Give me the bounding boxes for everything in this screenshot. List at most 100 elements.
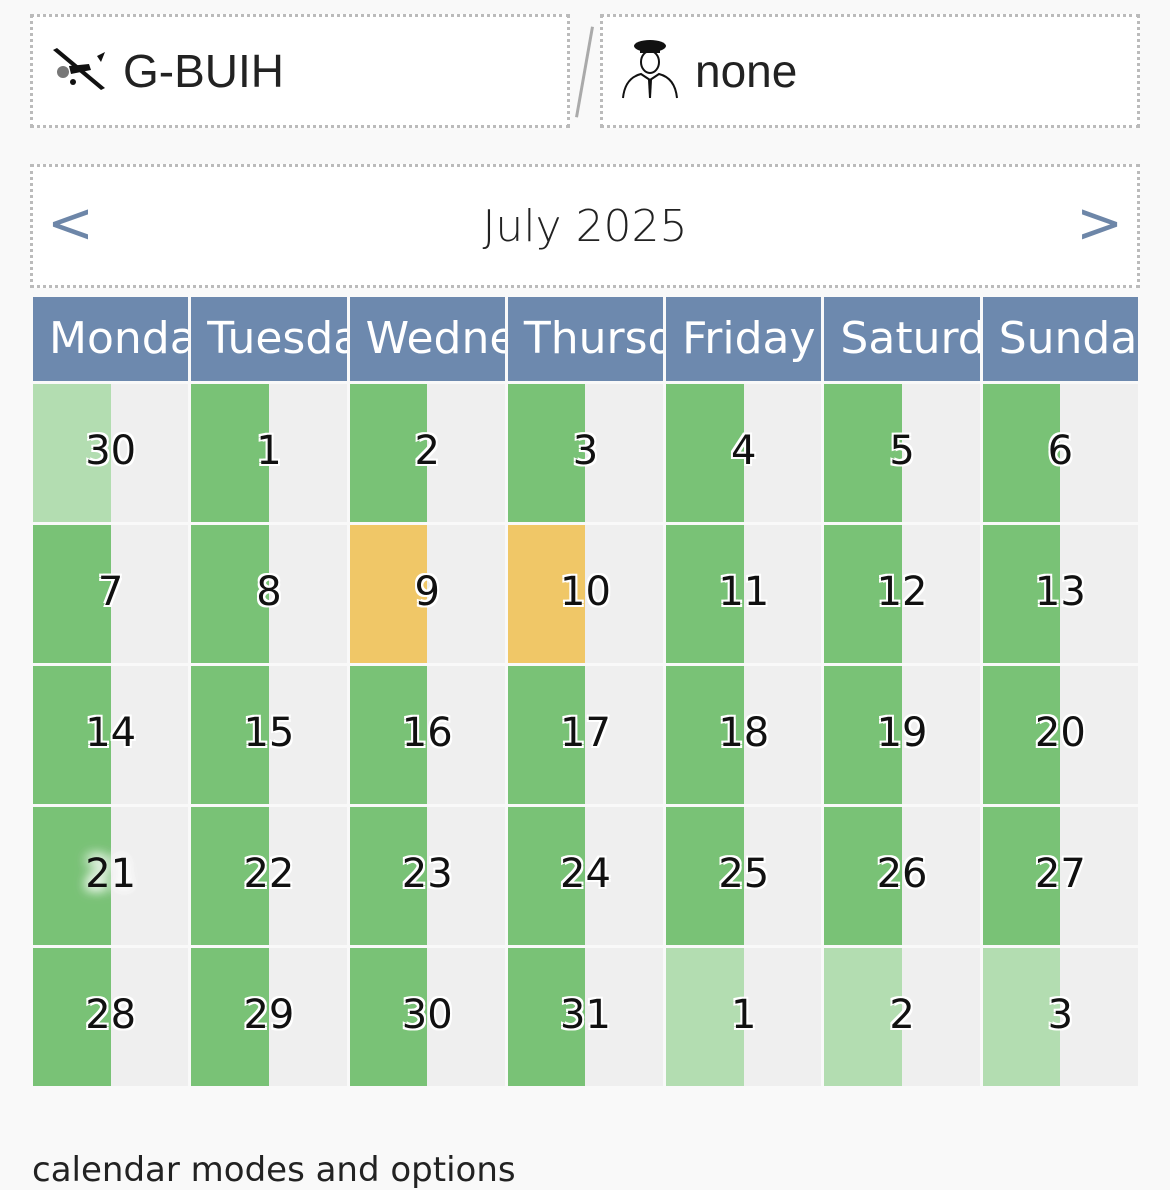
day-number: 1 bbox=[256, 428, 282, 474]
day-number: 16 bbox=[401, 710, 453, 756]
availability-bar bbox=[982, 384, 1061, 522]
availability-bar bbox=[349, 666, 428, 804]
day-number: 28 bbox=[85, 992, 137, 1038]
availability-bar bbox=[982, 666, 1061, 804]
day-cell[interactable]: 15 bbox=[191, 666, 347, 804]
pilot-name: none bbox=[695, 45, 798, 97]
availability-bar bbox=[824, 807, 903, 945]
calendar-options-link[interactable]: calendar modes and options bbox=[32, 1150, 516, 1190]
day-number: 3 bbox=[572, 428, 599, 474]
day-cell[interactable]: 11 bbox=[666, 525, 822, 663]
day-number: 5 bbox=[889, 428, 915, 474]
availability-bar bbox=[507, 525, 586, 663]
day-number: 21 bbox=[85, 851, 137, 897]
day-number: 3 bbox=[1047, 992, 1074, 1038]
calendar-grid: MondayTuesdayWednesdayThursdayFridaySatu… bbox=[33, 297, 1138, 1086]
month-title: July 2025 bbox=[482, 200, 688, 252]
day-cell[interactable]: 30 bbox=[349, 948, 505, 1086]
day-number: 18 bbox=[718, 710, 770, 756]
availability-bar bbox=[982, 948, 1061, 1086]
availability-bar bbox=[824, 525, 903, 663]
weekday-header: Saturday bbox=[824, 297, 980, 381]
day-number: 30 bbox=[85, 428, 137, 474]
availability-bar bbox=[982, 525, 1061, 663]
availability-bar bbox=[191, 807, 269, 945]
aircraft-selector[interactable]: G-BUIH bbox=[30, 14, 570, 128]
day-cell[interactable]: 22 bbox=[191, 807, 347, 945]
day-number: 30 bbox=[401, 992, 453, 1038]
day-number: 11 bbox=[718, 569, 770, 615]
prev-month-button[interactable]: < bbox=[47, 191, 94, 256]
day-cell[interactable]: 23 bbox=[349, 807, 505, 945]
day-cell[interactable]: 29 bbox=[191, 948, 347, 1086]
availability-bar bbox=[507, 384, 586, 522]
day-number: 20 bbox=[1034, 710, 1086, 756]
day-cell[interactable]: 3 bbox=[982, 948, 1138, 1086]
day-cell[interactable]: 20 bbox=[982, 666, 1138, 804]
day-cell[interactable]: 12 bbox=[824, 525, 980, 663]
day-cell[interactable]: 18 bbox=[666, 666, 822, 804]
weekday-header: Sunday bbox=[982, 297, 1138, 381]
day-cell[interactable]: 4 bbox=[666, 384, 822, 522]
day-cell[interactable]: 5 bbox=[824, 384, 980, 522]
day-cell[interactable]: 2 bbox=[349, 384, 505, 522]
day-cell[interactable]: 2 bbox=[824, 948, 980, 1086]
availability-bar bbox=[33, 807, 111, 945]
availability-bar bbox=[982, 807, 1061, 945]
pilot-selector[interactable]: none bbox=[600, 14, 1140, 128]
day-cell[interactable]: 19 bbox=[824, 666, 980, 804]
availability-bar bbox=[666, 384, 744, 522]
day-cell[interactable]: 1 bbox=[191, 384, 347, 522]
day-cell[interactable]: 6 bbox=[982, 384, 1138, 522]
weekday-header: Friday bbox=[666, 297, 822, 381]
day-cell[interactable]: 7 bbox=[33, 525, 189, 663]
day-number: 22 bbox=[243, 851, 295, 897]
day-number: 17 bbox=[560, 710, 611, 756]
day-cell[interactable]: 10 bbox=[507, 525, 664, 663]
day-cell[interactable]: 8 bbox=[191, 525, 347, 663]
day-number: 25 bbox=[718, 851, 770, 897]
weekday-header: Thursday bbox=[507, 297, 664, 381]
availability-bar bbox=[824, 948, 903, 1086]
day-number: 1 bbox=[731, 992, 757, 1038]
availability-bar bbox=[507, 807, 586, 945]
day-number: 8 bbox=[256, 569, 282, 615]
availability-bar bbox=[33, 666, 111, 804]
day-cell[interactable]: 14 bbox=[33, 666, 189, 804]
day-cell[interactable]: 28 bbox=[33, 948, 189, 1086]
availability-bar bbox=[33, 525, 111, 663]
availability-bar bbox=[824, 384, 903, 522]
day-cell[interactable]: 30 bbox=[33, 384, 189, 522]
day-cell[interactable]: 26 bbox=[824, 807, 980, 945]
day-cell[interactable]: 31 bbox=[507, 948, 664, 1086]
availability-bar bbox=[349, 807, 428, 945]
availability-bar bbox=[666, 948, 744, 1086]
availability-bar bbox=[33, 948, 111, 1086]
availability-bar bbox=[666, 525, 744, 663]
day-cell[interactable]: 13 bbox=[982, 525, 1138, 663]
day-cell[interactable]: 9 bbox=[349, 525, 505, 663]
availability-bar bbox=[507, 666, 586, 804]
day-cell[interactable]: 24 bbox=[507, 807, 664, 945]
day-cell[interactable]: 21 bbox=[33, 807, 189, 945]
month-navigator: < July 2025 > bbox=[30, 164, 1140, 288]
day-cell[interactable]: 3 bbox=[507, 384, 664, 522]
day-number: 26 bbox=[876, 851, 928, 897]
next-month-button[interactable]: > bbox=[1076, 191, 1123, 256]
weekday-header: Wednesday bbox=[349, 297, 505, 381]
day-cell[interactable]: 17 bbox=[507, 666, 664, 804]
aircraft-registration: G-BUIH bbox=[123, 45, 284, 97]
day-number: 10 bbox=[560, 569, 611, 615]
day-cell[interactable]: 1 bbox=[666, 948, 822, 1086]
day-cell[interactable]: 27 bbox=[982, 807, 1138, 945]
availability-bar bbox=[33, 384, 111, 522]
day-number: 27 bbox=[1034, 851, 1086, 897]
availability-bar bbox=[191, 948, 269, 1086]
day-number: 2 bbox=[414, 428, 440, 474]
day-number: 2 bbox=[889, 992, 915, 1038]
day-cell[interactable]: 16 bbox=[349, 666, 505, 804]
availability-bar bbox=[191, 384, 269, 522]
day-number: 31 bbox=[560, 992, 611, 1038]
day-cell[interactable]: 25 bbox=[666, 807, 822, 945]
day-number: 14 bbox=[85, 710, 137, 756]
